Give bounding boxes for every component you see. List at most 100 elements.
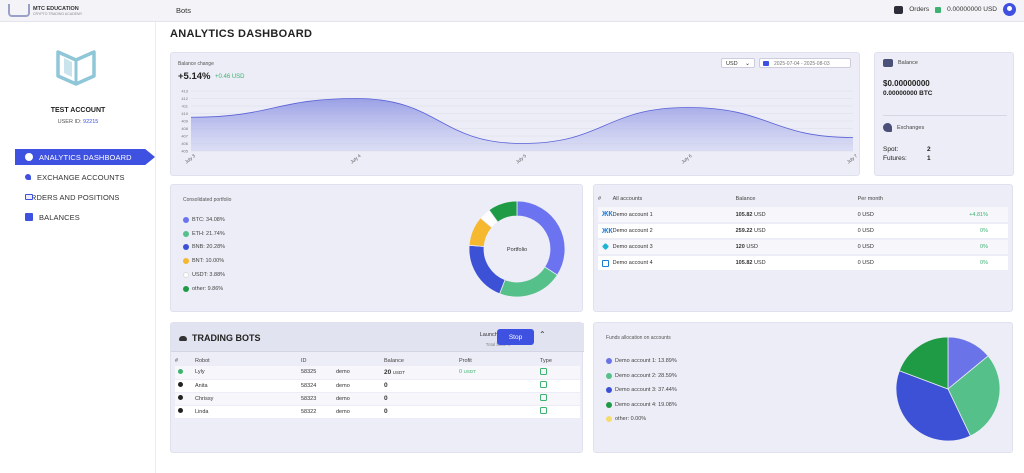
account-name[interactable]: Demo account 2 (612, 223, 736, 240)
y-tick-label: 409 (181, 119, 188, 124)
legend-label: ETH: 21.74% (192, 230, 225, 237)
table-row[interactable]: Demo account 3 120 USD 0 USD 0% (598, 239, 1008, 256)
table-row[interactable]: Chrissy 58323 demo 0 (175, 392, 580, 406)
sidebar-item-analytics[interactable]: ANALYTICS DASHBOARD (15, 149, 155, 165)
robot-icon (179, 335, 187, 341)
balance-currency: USD (753, 260, 766, 266)
legend-item: BNT: 10.00% (183, 254, 225, 268)
bot-type-icon[interactable] (540, 407, 547, 414)
balance-value: 105.82 (735, 211, 753, 218)
accounts-header: # All accounts Balance Per month (598, 191, 1008, 207)
robot-name[interactable]: Lyly (195, 366, 301, 380)
date-range-value: 2025-07-04 - 2025-08-03 (774, 61, 830, 67)
table-row[interactable]: ЖК Demo account 1 105.82 USD 0 USD +4.81… (598, 207, 1008, 224)
brand-logo[interactable]: MTC EDUCATION CRYPTO TRADING ACADEMY (8, 4, 82, 17)
col-percent (958, 191, 1008, 207)
legend-label: other: 9.86% (192, 285, 224, 292)
status-dot-icon (178, 382, 183, 387)
top-bar: MTC EDUCATION CRYPTO TRADING ACADEMY Bot… (0, 0, 1024, 22)
user-avatar-icon[interactable] (1003, 3, 1016, 16)
currency-select[interactable]: USD ⌄ (721, 58, 755, 68)
account-per-month: 0 USD (857, 223, 958, 240)
robot-name[interactable]: Linda (195, 405, 301, 419)
slice-eth (499, 266, 558, 298)
y-tick-label: 412 (181, 96, 188, 101)
exchange-logo-icon: ЖК (602, 227, 613, 235)
futures-count: 1 (927, 155, 931, 162)
sidebar: TEST ACCOUNT USER ID: 92215 ANALYTICS DA… (0, 22, 156, 473)
legend-label: BNT: 10.00% (192, 258, 225, 265)
table-row[interactable]: Anita 58324 demo 0 (175, 379, 580, 393)
robot-profit (459, 405, 540, 419)
col-robot: Robot (195, 357, 210, 364)
futures-label: Futures: (883, 155, 907, 162)
brand-main: MTC EDUCATION (33, 5, 79, 12)
orders-icon[interactable] (894, 5, 904, 14)
table-row[interactable]: Demo account 4 105.82 USD 0 USD 0% (598, 255, 1008, 272)
robot-balance-value: 20 (384, 368, 392, 376)
brand-sub: CRYPTO TRADING ACADEMY (33, 11, 83, 16)
balance-summary-card: Balance $0.00000000 0.00000000 BTC Excha… (874, 52, 1014, 176)
date-range-picker[interactable]: 2025-07-04 - 2025-08-03 (759, 58, 851, 68)
robot-name[interactable]: Chrissy (195, 392, 301, 406)
app-logo-icon (56, 50, 96, 86)
slice-demo-account-4 (898, 336, 949, 390)
x-tick-label: July 5 (515, 153, 528, 165)
bot-type-icon[interactable] (540, 367, 547, 375)
balance-currency: USD (746, 244, 758, 250)
robot-mode: demo (336, 366, 384, 380)
x-tick-label: July 4 (349, 153, 362, 165)
balance-btc: 0.00000000 BTC (883, 90, 933, 97)
robot-mode: demo (336, 392, 384, 406)
per-month-value: 0 (857, 260, 861, 266)
chevron-up-icon[interactable]: ⌃ (539, 330, 546, 339)
y-tick-label: 410 (181, 111, 188, 116)
table-row[interactable]: ЖК Demo account 2 259.22 USD 0 USD 0% (598, 223, 1008, 240)
col-mode (336, 355, 384, 366)
table-row[interactable]: Linda 58322 demo 0 (175, 405, 580, 419)
stop-button[interactable]: Stop (497, 329, 534, 345)
slice-other (488, 200, 518, 223)
robot-profit (459, 392, 540, 406)
sidebar-item-orders[interactable]: ORDERS AND POSITIONS (15, 189, 155, 205)
robot-mode: demo (336, 405, 384, 419)
balance-usd: $0.00000000 (883, 79, 930, 88)
slice-btc (516, 200, 566, 276)
sidebar-item-balances[interactable]: BALANCES (15, 209, 155, 225)
bag-icon (25, 213, 33, 221)
robot-name[interactable]: Anita (195, 379, 301, 393)
robot-id: 58324 (301, 379, 336, 393)
account-name: TEST ACCOUNT (50, 107, 106, 114)
bots-table: # Robot ID Balance Profit Type Lyly 5832… (175, 355, 580, 419)
balance-change-label: Balance change (178, 61, 214, 67)
account-per-month: 0 USD (857, 239, 958, 256)
key-icon (25, 174, 31, 180)
account-name[interactable]: Demo account 1 (612, 207, 736, 224)
legend-dot-icon (606, 416, 612, 423)
exchanges-section: Exchanges Spot: 2 Futures: 1 (883, 123, 931, 162)
bot-type-icon[interactable] (540, 394, 547, 401)
account-name[interactable]: Demo account 3 (612, 239, 736, 256)
robot-balance: 20 USDT (384, 366, 459, 380)
orders-link[interactable]: Orders (909, 6, 930, 13)
account-percent: 0% (957, 255, 1008, 272)
legend-item: BNB: 20.28% (183, 241, 225, 255)
legend-dot-icon (606, 401, 612, 408)
spot-count: 2 (927, 146, 931, 153)
table-row[interactable]: Lyly 58325 demo 20 USDT 0 USDT (175, 366, 580, 380)
per-month-currency: USD (862, 211, 874, 218)
per-month-currency: USD (862, 228, 874, 234)
exchanges-title: Exchanges (883, 123, 931, 132)
robot-id: 58323 (301, 392, 336, 406)
sidebar-item-exchange-accounts[interactable]: EXCHANGE ACCOUNTS (15, 169, 155, 185)
user-id-value: 92215 (83, 119, 99, 125)
nav-bots[interactable]: Bots (176, 6, 192, 15)
legend-item: Demo account 3: 37.44% (606, 383, 677, 398)
legend-dot-icon (606, 387, 612, 394)
legend-item: Demo account 2: 28.59% (606, 369, 677, 384)
robot-balance-value: 0 (384, 382, 388, 389)
account-name[interactable]: Demo account 4 (612, 255, 736, 272)
bot-type-icon[interactable] (540, 381, 547, 388)
top-balance: 0.00000000 USD (947, 6, 997, 13)
robot-balance: 0 (384, 392, 459, 406)
